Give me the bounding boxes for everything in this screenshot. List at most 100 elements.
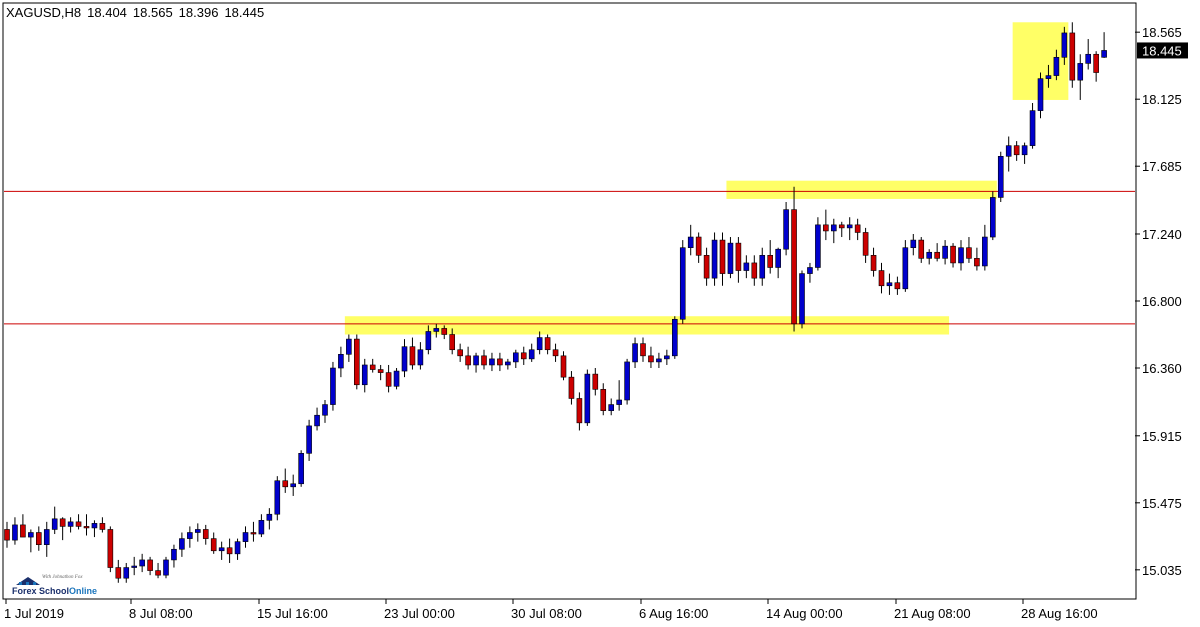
candle [401,339,408,378]
candle-body [481,355,487,366]
x-tick-label: 14 Aug 00:00 [766,606,843,621]
candle-body [1045,75,1052,79]
price-tag-label: 18.445 [1142,43,1182,58]
candle [974,247,980,271]
candle [727,237,734,279]
candle-body [1053,57,1060,76]
candle [1029,103,1036,149]
candle-body [489,358,495,366]
candle [330,361,336,411]
candle [139,553,145,573]
candle-body [107,529,114,568]
candle [433,323,440,338]
candle [815,217,821,271]
candle-body [425,331,432,351]
candle [473,352,479,373]
candle [1021,142,1028,164]
candle-body [536,337,543,351]
candle-body [592,373,599,390]
candle-body [115,567,122,579]
chart-header: XAGUSD,H8 18.404 18.565 18.396 18.445 [6,5,270,20]
candle [878,262,885,294]
horizontal-levels [4,190,1135,325]
candle-body [473,355,479,366]
candle [353,334,360,390]
candle [12,517,18,545]
candle [163,556,169,579]
candle [735,237,742,283]
candle-body [1037,78,1044,111]
candle-body [552,349,559,357]
candle [4,521,10,548]
candle-body [346,338,352,355]
candle [67,517,74,533]
candle [830,218,837,244]
candle [552,343,559,362]
candle-body [99,523,106,530]
price-tag-bg [1137,42,1188,59]
candle [83,514,90,536]
candle [20,514,26,538]
candle [648,346,654,369]
candle-body [83,526,90,529]
candle [926,249,933,265]
candle-body [576,398,583,424]
candle [1077,54,1084,100]
candle-body [35,532,42,545]
candle-body [910,239,917,248]
candle-body [950,245,956,264]
candle [751,255,758,286]
candle-body [195,529,201,533]
candle-body [377,369,384,373]
candle [846,217,853,241]
candle [576,392,583,431]
candle-body [648,355,654,363]
candle-body [369,364,376,370]
candle-body [139,559,145,567]
candle [505,358,511,370]
candle [290,474,297,496]
candle [989,191,996,241]
candle [250,521,257,542]
candle-body [640,343,646,357]
candle [560,351,567,381]
candle-body [433,328,440,332]
candle [218,541,225,560]
x-tick-label: 6 Aug 16:00 [639,606,708,621]
candle-body [353,338,360,386]
candle-body [664,355,670,360]
candle [950,243,956,268]
candle-body [1013,145,1020,156]
candle [155,562,161,579]
plot-frame [2,2,1137,600]
candle-body [854,224,861,233]
candle-body [20,524,26,538]
candle-body [727,242,734,274]
current-price-tag: 18.445 [1137,42,1188,59]
candle [703,247,710,286]
candle-body [807,267,813,274]
candle-body [982,236,988,267]
candle [695,232,702,263]
candle-body [767,255,774,268]
candle [870,247,877,277]
candle [934,243,940,262]
y-tick-label: 15.035 [1142,563,1182,578]
candle-body [314,414,320,427]
candle-body [75,521,82,527]
candle-body [719,239,726,274]
candle-body [656,358,662,363]
candle [894,276,901,295]
candle [664,349,670,365]
candle [743,255,750,279]
candle [171,544,177,568]
candle [131,556,137,576]
candle-body [187,532,193,539]
candle-body [743,262,750,271]
candle [862,227,869,263]
candle [791,186,797,332]
candle [1037,72,1044,119]
y-tick-label: 18.565 [1142,25,1182,40]
open-value: 18.404 [87,5,127,20]
